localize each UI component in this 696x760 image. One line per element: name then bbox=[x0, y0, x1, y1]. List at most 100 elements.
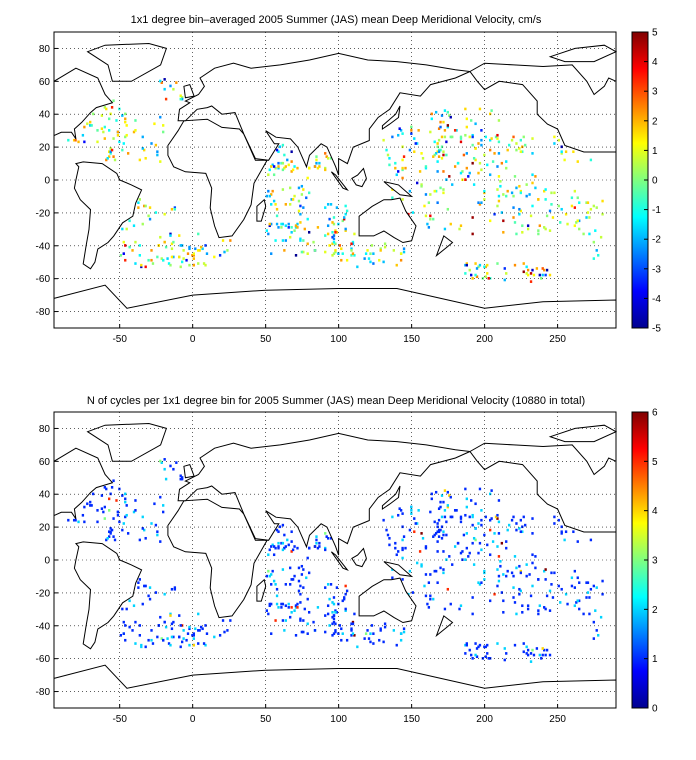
data-cell bbox=[394, 546, 397, 550]
data-cell bbox=[303, 607, 306, 611]
data-cell bbox=[124, 112, 127, 116]
data-cell bbox=[487, 277, 490, 280]
data-cell bbox=[510, 518, 514, 522]
colorbar-tick-label: 2 bbox=[652, 116, 658, 127]
data-cell bbox=[401, 132, 404, 135]
data-cell bbox=[119, 254, 123, 257]
data-cell bbox=[379, 629, 382, 632]
data-cell bbox=[284, 583, 287, 586]
data-cell bbox=[478, 161, 482, 165]
data-cell bbox=[401, 548, 404, 552]
data-cell bbox=[468, 551, 471, 555]
data-cell bbox=[448, 175, 451, 178]
data-cell bbox=[521, 530, 524, 534]
data-cell bbox=[465, 497, 468, 501]
data-cell bbox=[128, 245, 131, 249]
data-cell bbox=[191, 634, 194, 637]
data-cell bbox=[483, 198, 486, 201]
x-tick-label: 150 bbox=[403, 714, 420, 725]
data-cell bbox=[483, 265, 486, 269]
data-cell bbox=[147, 638, 150, 642]
data-cell bbox=[334, 609, 337, 612]
y-tick-label: 80 bbox=[39, 424, 51, 435]
data-cell bbox=[147, 214, 150, 218]
data-cell bbox=[366, 249, 369, 252]
data-cell bbox=[502, 573, 505, 576]
data-cell bbox=[180, 260, 184, 264]
data-cell bbox=[106, 156, 109, 160]
data-cell bbox=[284, 604, 287, 608]
data-cell bbox=[341, 632, 344, 635]
data-cell bbox=[172, 87, 175, 91]
data-cell bbox=[430, 112, 433, 116]
data-cell bbox=[505, 166, 508, 170]
data-cell bbox=[160, 257, 163, 260]
data-cell bbox=[538, 224, 541, 228]
land-shape bbox=[351, 167, 367, 188]
data-cell bbox=[537, 229, 540, 232]
data-cell bbox=[169, 232, 172, 236]
data-cell bbox=[436, 522, 439, 525]
data-cell bbox=[589, 207, 593, 211]
data-cell bbox=[163, 458, 166, 461]
data-cell bbox=[344, 227, 347, 231]
data-cell bbox=[522, 515, 525, 519]
data-cell bbox=[443, 109, 447, 112]
data-cell bbox=[537, 232, 540, 236]
data-cell bbox=[221, 239, 225, 242]
data-cell bbox=[272, 173, 276, 177]
data-cell bbox=[151, 262, 155, 265]
data-cell bbox=[124, 492, 127, 496]
colorbar-tick-label: -1 bbox=[652, 205, 661, 216]
data-cell bbox=[465, 642, 468, 645]
data-cell bbox=[141, 527, 144, 530]
data-cell bbox=[125, 513, 128, 517]
data-cell bbox=[356, 265, 359, 269]
data-cell bbox=[467, 555, 470, 558]
data-cell bbox=[162, 638, 165, 642]
data-cell bbox=[229, 619, 232, 622]
data-cell bbox=[267, 173, 270, 177]
data-cell bbox=[351, 622, 355, 626]
data-cell bbox=[156, 635, 159, 639]
data-cell bbox=[297, 209, 301, 213]
data-cell bbox=[312, 620, 315, 624]
data-cell bbox=[132, 224, 136, 228]
data-cell bbox=[490, 109, 493, 112]
data-cell bbox=[226, 249, 229, 252]
data-cell bbox=[496, 133, 499, 137]
data-cell bbox=[268, 574, 271, 578]
data-cell bbox=[372, 642, 375, 645]
data-cell bbox=[464, 652, 467, 655]
data-cell bbox=[341, 219, 344, 223]
data-cell bbox=[299, 221, 302, 224]
data-cell bbox=[480, 129, 483, 132]
data-cell bbox=[141, 147, 144, 150]
data-cell bbox=[449, 515, 452, 519]
data-cell bbox=[140, 265, 143, 269]
data-cell bbox=[344, 609, 347, 612]
data-cell bbox=[540, 277, 543, 280]
data-cell bbox=[122, 522, 125, 525]
data-cell bbox=[489, 138, 492, 142]
data-cell bbox=[545, 594, 549, 598]
data-cell bbox=[132, 510, 136, 514]
data-cell bbox=[178, 614, 181, 617]
data-cell bbox=[108, 117, 111, 121]
data-cell bbox=[335, 206, 339, 209]
data-cell bbox=[164, 97, 168, 101]
data-cell bbox=[397, 133, 400, 137]
data-cell bbox=[436, 160, 439, 163]
data-cell bbox=[397, 513, 400, 517]
data-cell bbox=[280, 161, 283, 165]
data-cell bbox=[332, 237, 336, 241]
data-cell bbox=[96, 129, 99, 132]
data-cell bbox=[557, 518, 560, 522]
data-cell bbox=[156, 150, 159, 154]
data-cell bbox=[537, 612, 540, 616]
data-cell bbox=[432, 155, 435, 158]
data-cell bbox=[468, 648, 471, 652]
land-shape bbox=[358, 197, 417, 244]
data-cell bbox=[401, 512, 404, 515]
data-cell bbox=[108, 497, 111, 501]
